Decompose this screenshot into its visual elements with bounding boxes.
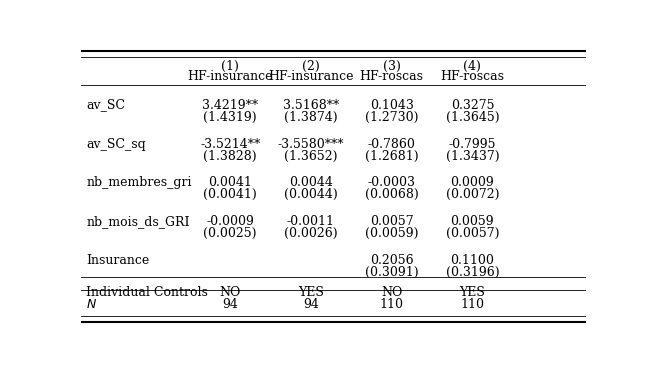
Text: Insurance: Insurance — [87, 254, 150, 267]
Text: (1.2730): (1.2730) — [365, 110, 419, 124]
Text: -0.7860: -0.7860 — [368, 138, 415, 151]
Text: (1.2681): (1.2681) — [365, 149, 419, 163]
Text: 94: 94 — [222, 298, 238, 311]
Text: (0.3196): (0.3196) — [445, 266, 499, 279]
Text: (1.3652): (1.3652) — [284, 149, 338, 163]
Text: 110: 110 — [460, 298, 484, 311]
Text: 3.4219**: 3.4219** — [202, 98, 258, 112]
Text: -0.0011: -0.0011 — [287, 216, 335, 228]
Text: YES: YES — [460, 286, 485, 299]
Text: (1): (1) — [221, 60, 239, 73]
Text: (0.0044): (0.0044) — [284, 188, 338, 202]
Text: 0.0059: 0.0059 — [450, 216, 494, 228]
Text: NO: NO — [381, 286, 402, 299]
Text: $N$: $N$ — [87, 298, 98, 311]
Text: (4): (4) — [464, 60, 481, 73]
Text: (0.0068): (0.0068) — [365, 188, 419, 202]
Text: (1.3437): (1.3437) — [445, 149, 499, 163]
Text: (0.0072): (0.0072) — [446, 188, 499, 202]
Text: -3.5214**: -3.5214** — [200, 138, 260, 151]
Text: av_SC_sq: av_SC_sq — [87, 138, 146, 151]
Text: 3.5168**: 3.5168** — [283, 98, 339, 112]
Text: (2): (2) — [302, 60, 320, 73]
Text: -0.0003: -0.0003 — [368, 177, 415, 189]
Text: NO: NO — [219, 286, 241, 299]
Text: 0.0041: 0.0041 — [208, 177, 252, 189]
Text: 0.0009: 0.0009 — [450, 177, 494, 189]
Text: (0.0025): (0.0025) — [204, 228, 257, 240]
Text: 0.1043: 0.1043 — [370, 98, 413, 112]
Text: HF-roscas: HF-roscas — [359, 70, 424, 83]
Text: (3): (3) — [383, 60, 400, 73]
Text: -3.5580***: -3.5580*** — [278, 138, 344, 151]
Text: nb_mois_ds_GRI: nb_mois_ds_GRI — [87, 216, 190, 228]
Text: 0.1100: 0.1100 — [450, 254, 494, 267]
Text: av_SC: av_SC — [87, 98, 126, 112]
Text: (1.3874): (1.3874) — [284, 110, 338, 124]
Text: HF-insurance: HF-insurance — [268, 70, 353, 83]
Text: nb_membres_gri: nb_membres_gri — [87, 177, 192, 189]
Text: 94: 94 — [303, 298, 319, 311]
Text: (0.0057): (0.0057) — [446, 228, 499, 240]
Text: (0.0026): (0.0026) — [284, 228, 338, 240]
Text: HF-insurance: HF-insurance — [187, 70, 273, 83]
Text: (0.0059): (0.0059) — [365, 228, 419, 240]
Text: -0.7995: -0.7995 — [449, 138, 496, 151]
Text: (1.3645): (1.3645) — [445, 110, 499, 124]
Text: 0.0057: 0.0057 — [370, 216, 413, 228]
Text: 0.0044: 0.0044 — [289, 177, 333, 189]
Text: (0.3091): (0.3091) — [365, 266, 419, 279]
Text: Individual Controls: Individual Controls — [87, 286, 208, 299]
Text: (1.4319): (1.4319) — [203, 110, 257, 124]
Text: YES: YES — [298, 286, 324, 299]
Text: (0.0041): (0.0041) — [203, 188, 257, 202]
Text: 110: 110 — [380, 298, 404, 311]
Text: (1.3828): (1.3828) — [203, 149, 257, 163]
Text: 0.2056: 0.2056 — [370, 254, 413, 267]
Text: -0.0009: -0.0009 — [206, 216, 254, 228]
Text: 0.3275: 0.3275 — [450, 98, 494, 112]
Text: HF-roscas: HF-roscas — [440, 70, 505, 83]
